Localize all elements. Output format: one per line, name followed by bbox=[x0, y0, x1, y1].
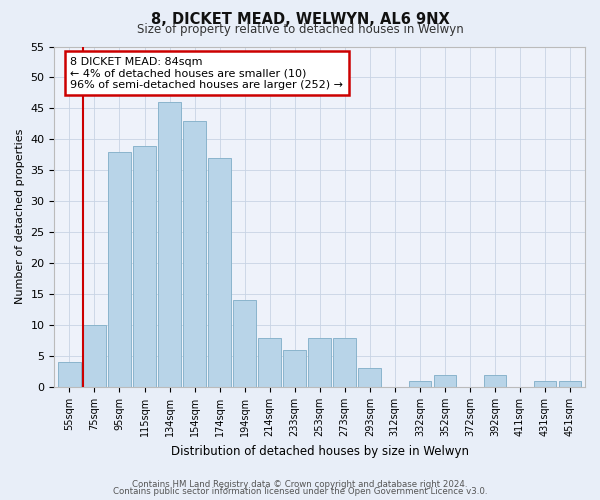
Bar bbox=[208, 158, 231, 387]
Bar bbox=[283, 350, 306, 387]
Bar bbox=[409, 381, 431, 387]
Y-axis label: Number of detached properties: Number of detached properties bbox=[15, 129, 25, 304]
Bar bbox=[559, 381, 581, 387]
Bar bbox=[108, 152, 131, 387]
Bar bbox=[334, 338, 356, 387]
Text: Size of property relative to detached houses in Welwyn: Size of property relative to detached ho… bbox=[137, 22, 463, 36]
Text: 8, DICKET MEAD, WELWYN, AL6 9NX: 8, DICKET MEAD, WELWYN, AL6 9NX bbox=[151, 12, 449, 28]
Bar bbox=[133, 146, 156, 387]
Bar bbox=[533, 381, 556, 387]
Bar bbox=[259, 338, 281, 387]
Bar bbox=[183, 121, 206, 387]
Text: Contains public sector information licensed under the Open Government Licence v3: Contains public sector information licen… bbox=[113, 488, 487, 496]
Bar bbox=[233, 300, 256, 387]
Bar bbox=[83, 325, 106, 387]
Text: 8 DICKET MEAD: 84sqm
← 4% of detached houses are smaller (10)
96% of semi-detach: 8 DICKET MEAD: 84sqm ← 4% of detached ho… bbox=[70, 56, 343, 90]
Bar bbox=[308, 338, 331, 387]
Bar bbox=[434, 374, 456, 387]
Bar bbox=[158, 102, 181, 387]
Bar bbox=[484, 374, 506, 387]
Bar bbox=[58, 362, 80, 387]
Text: Contains HM Land Registry data © Crown copyright and database right 2024.: Contains HM Land Registry data © Crown c… bbox=[132, 480, 468, 489]
X-axis label: Distribution of detached houses by size in Welwyn: Distribution of detached houses by size … bbox=[171, 444, 469, 458]
Bar bbox=[358, 368, 381, 387]
